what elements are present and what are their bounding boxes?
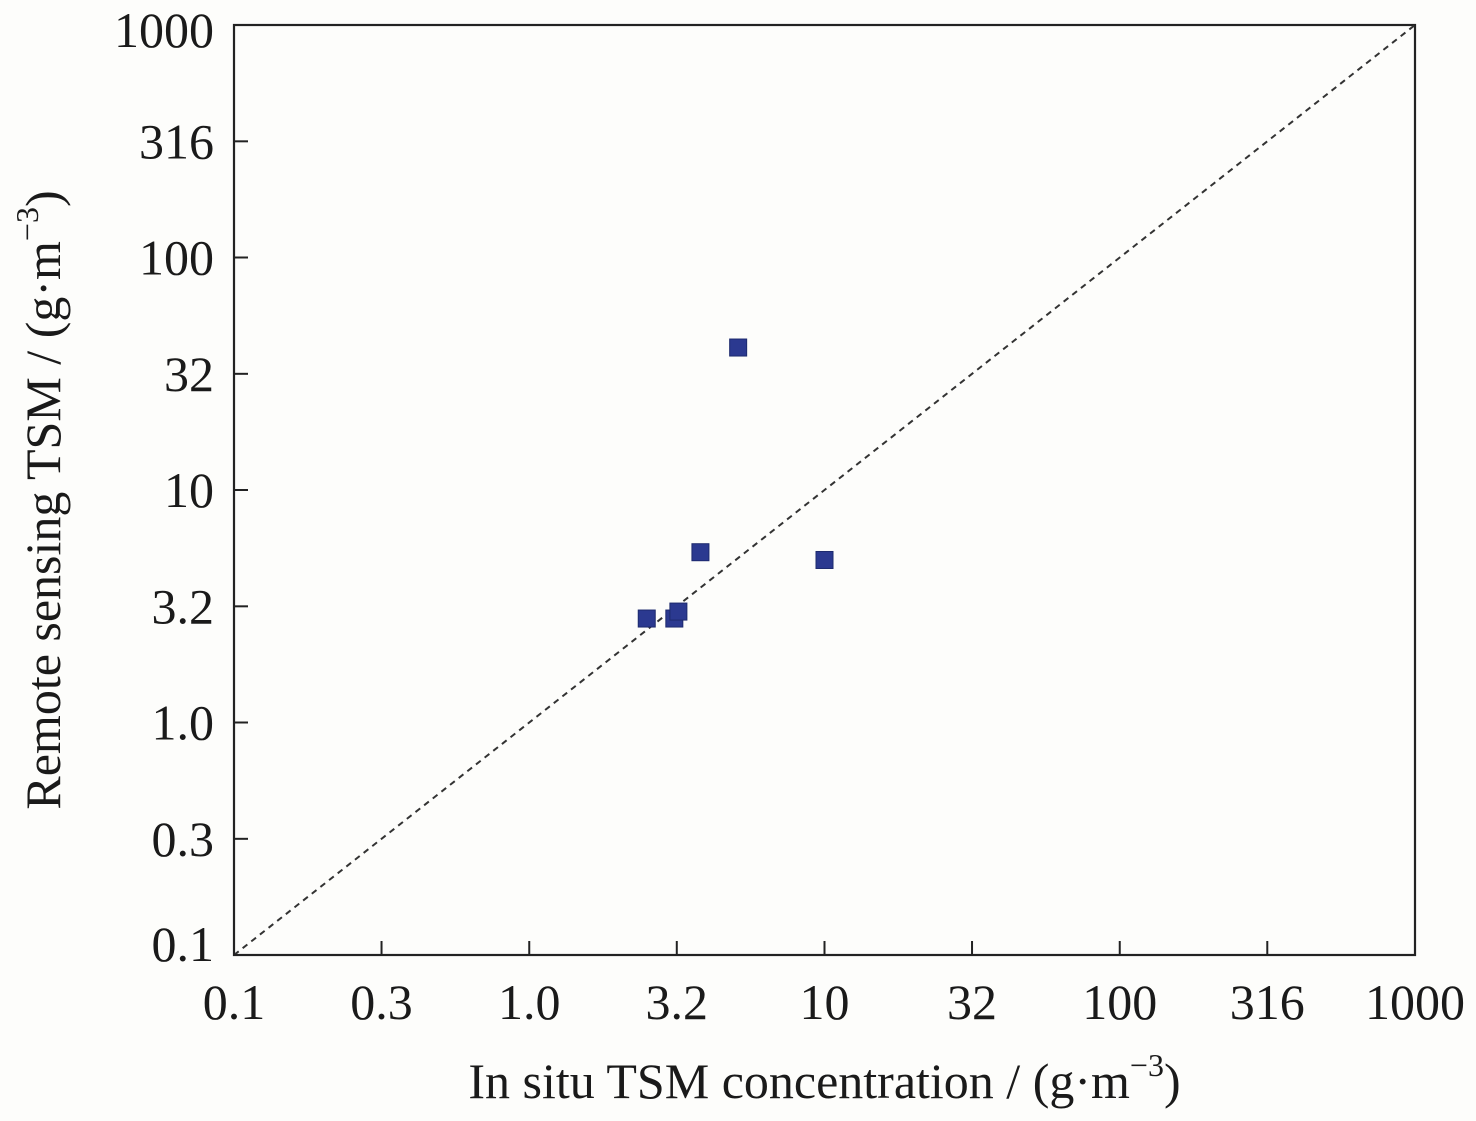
y-tick-label: 0.1	[152, 916, 215, 972]
x-tick-label: 32	[947, 974, 997, 1030]
x-axis-title-superscript: −3	[1130, 1047, 1164, 1083]
data-point	[669, 602, 688, 621]
x-tick-label: 100	[1082, 974, 1157, 1030]
x-axis-title-close: )	[1164, 1053, 1181, 1109]
y-axis-title-superscript: −3	[9, 207, 45, 241]
y-tick-label: 32	[164, 346, 214, 402]
plot-area	[232, 23, 1417, 957]
y-axis-title-close: )	[15, 190, 71, 207]
axis-ticks: 0.1 0.3 1.0 3.2 10 32 100 316 1000 0.1 0.3 1.0 3.2 10…	[114, 2, 1465, 1030]
y-tick-label: 316	[139, 113, 214, 169]
x-tick-label: 1000	[1365, 974, 1465, 1030]
x-axis-title-text: In situ TSM concentration / (g·m	[468, 1053, 1130, 1109]
y-tick-label: 3.2	[152, 578, 215, 634]
y-tick-label: 1.0	[152, 695, 215, 751]
data-point	[691, 543, 710, 562]
y-axis-title-text: Remote sensing TSM / (g·m	[15, 241, 71, 810]
x-tick-label: 316	[1230, 974, 1305, 1030]
data-points	[637, 338, 834, 628]
y-axis-title: Remote sensing TSM / (g·m−3)	[9, 190, 71, 809]
one-to-one-reference-line	[233, 24, 1416, 956]
data-point	[637, 609, 656, 628]
data-point	[815, 550, 834, 569]
x-tick-label: 3.2	[646, 974, 709, 1030]
x-tick-label: 1.0	[498, 974, 561, 1030]
data-point	[729, 338, 748, 357]
y-tick-label: 0.3	[152, 811, 215, 867]
x-axis-title: In situ TSM concentration / (g·m−3)	[468, 1047, 1180, 1109]
y-tick-label: 10	[164, 462, 214, 518]
x-tick-label: 10	[800, 974, 850, 1030]
x-tick-label: 0.1	[203, 974, 266, 1030]
y-tick-label: 100	[139, 230, 214, 286]
x-tick-label: 0.3	[350, 974, 413, 1030]
y-tick-label: 1000	[114, 2, 214, 58]
